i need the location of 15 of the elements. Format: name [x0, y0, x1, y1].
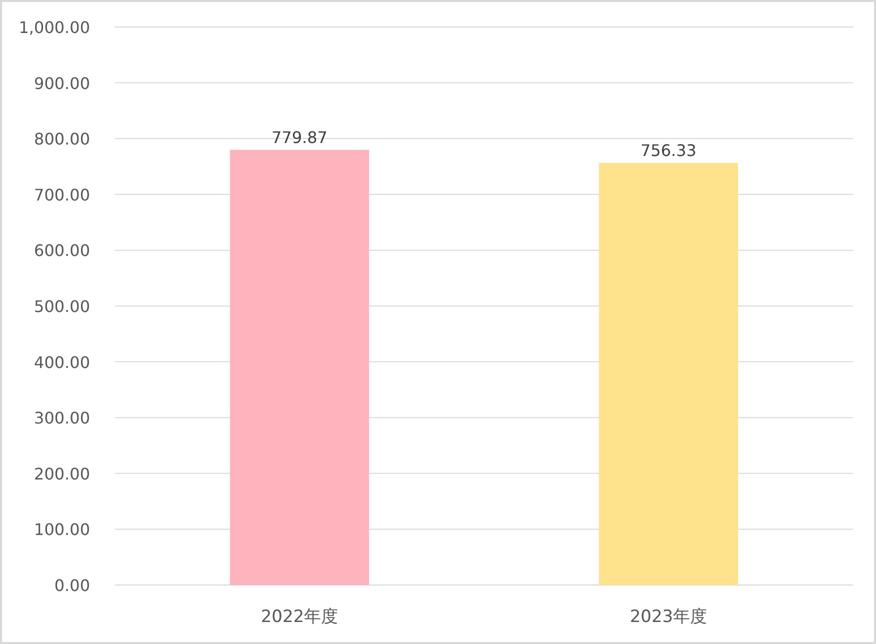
y-tick-label: 700.00: [34, 185, 90, 204]
data-label: 756.33: [640, 140, 696, 160]
y-tick-label: 300.00: [34, 408, 90, 428]
y-tick-label: 800.00: [34, 130, 90, 149]
y-tick-label: 400.00: [34, 352, 90, 372]
x-tick-label: 2022年度: [260, 607, 338, 627]
y-tick-label: 0.00: [54, 576, 90, 595]
y-tick-label: 600.00: [34, 241, 90, 260]
x-tick-label: 2023年度: [630, 607, 708, 627]
y-tick-label: 1,000.00: [18, 18, 90, 37]
y-tick-label: 100.00: [34, 520, 90, 540]
y-tick-label: 500.00: [34, 297, 90, 316]
y-tick-label: 900.00: [34, 74, 90, 93]
data-label: 779.87: [272, 128, 328, 147]
y-tick-label: 200.00: [34, 464, 90, 484]
